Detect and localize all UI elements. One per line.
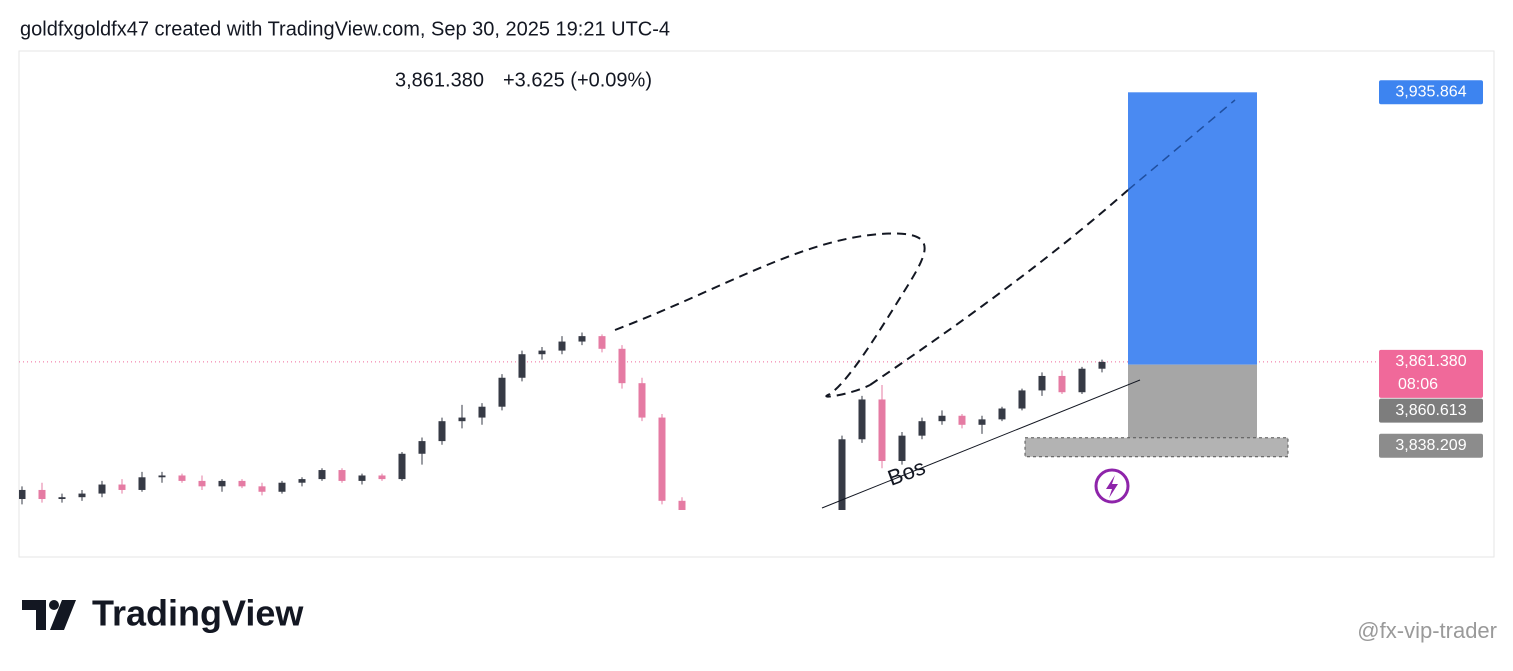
candle-body: [38, 489, 46, 500]
candle-body: [158, 475, 166, 478]
candle-body: [98, 484, 106, 494]
watermark: @fx-vip-trader: [1357, 618, 1497, 643]
candle-body: [779, 551, 786, 565]
candle-body: [938, 415, 946, 422]
plot-area: 3,935.864 3,861.380 08:06 3,860.613 3,838.20…: [19, 80, 1483, 569]
candle-body: [558, 341, 566, 351]
logo-text: TradingView: [92, 593, 304, 634]
price-label: 3,838.209: [1395, 437, 1466, 454]
price-change: +3.625 (+0.09%): [503, 69, 652, 91]
candle-body: [138, 477, 146, 490]
candle-body: [418, 441, 426, 454]
candle-body: [538, 350, 546, 355]
candle-body: [858, 399, 866, 440]
candle-body: [1058, 375, 1066, 393]
candle-body: [878, 399, 886, 461]
candle-body: [918, 421, 926, 436]
dashed-curve: [614, 232, 926, 398]
candle-body: [218, 480, 226, 487]
candle-body: [438, 421, 446, 442]
candle-body: [658, 417, 666, 501]
price-label-box: [1379, 349, 1483, 398]
candle-body: [1018, 390, 1026, 409]
candle-body: [358, 475, 366, 481]
candle-body: [298, 479, 306, 483]
bos-line: [821, 379, 1141, 509]
candle-body: [278, 482, 286, 492]
candle-body: [1098, 361, 1106, 369]
candle-body: [198, 480, 206, 487]
bos-label: Bos: [884, 454, 928, 490]
candle-body: [978, 419, 986, 425]
candle-body: [678, 500, 686, 510]
price-label: 3,860.613: [1395, 402, 1466, 419]
dashed-projection: [869, 189, 1129, 386]
stop-box: [1024, 437, 1289, 458]
position-stop-zone: [1128, 364, 1257, 446]
countdown: 08:06: [1398, 376, 1438, 393]
candle-body: [518, 354, 526, 378]
candle-body: [838, 439, 846, 510]
candle-body: [58, 497, 66, 500]
candle-body: [178, 475, 186, 481]
candle-body: [1038, 375, 1046, 391]
candle-body: [19, 489, 26, 500]
candle-body: [1078, 368, 1086, 393]
candle-body: [258, 486, 266, 492]
candle-body: [998, 408, 1006, 420]
price-label: 3,935.864: [1395, 84, 1466, 101]
candle-body: [618, 348, 626, 384]
price-label-box: [1379, 433, 1483, 458]
candle-body: [378, 475, 386, 480]
candle-body: [458, 417, 466, 422]
candle-body: [638, 383, 646, 418]
candle-body: [498, 377, 506, 407]
candle-body: [338, 470, 346, 481]
candles: [19, 332, 1106, 569]
drawings: [614, 99, 1236, 398]
price-label-box: [1379, 80, 1483, 105]
lightning-icon: [1094, 468, 1130, 504]
dashed-projection-target: [1127, 99, 1236, 191]
candle-body: [739, 562, 746, 569]
candle-body: [819, 515, 826, 533]
plot-frame: [18, 50, 1495, 558]
price-label: 3,861.380: [1395, 353, 1466, 370]
candle-body: [699, 533, 706, 555]
candle-body: [759, 562, 766, 566]
candle-body: [398, 453, 406, 480]
candle-body: [799, 533, 806, 551]
tradingview-logo: TradingView: [22, 593, 304, 634]
candle-body: [958, 415, 966, 425]
candle-body: [598, 336, 606, 349]
position-target-zone: [1128, 92, 1257, 365]
candle-body: [318, 470, 326, 480]
candle-body: [478, 406, 486, 418]
attribution: goldfxgoldfx47 created with TradingView.…: [20, 18, 670, 40]
candle-body: [578, 336, 586, 342]
candle-body: [238, 480, 246, 487]
candle-body: [118, 484, 126, 490]
last-price: 3,861.380: [395, 69, 484, 91]
price-label-box: [1379, 398, 1483, 423]
candle-body: [78, 493, 86, 498]
candle-body: [898, 435, 906, 461]
